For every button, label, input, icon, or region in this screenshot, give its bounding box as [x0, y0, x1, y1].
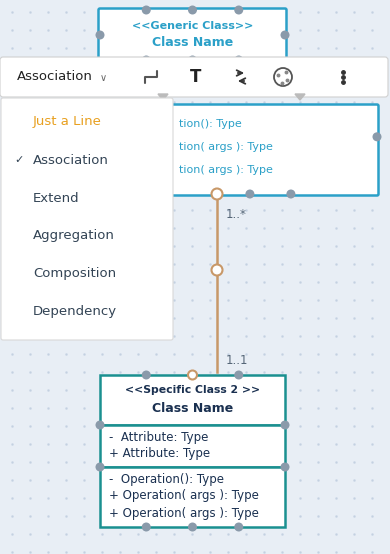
Text: <<Generic Class>>: <<Generic Class>>	[132, 21, 253, 31]
Circle shape	[188, 522, 197, 531]
Bar	[100, 375, 285, 425]
Text: tion(): Type: tion(): Type	[179, 119, 242, 129]
Text: tion( args ): Type: tion( args ): Type	[179, 165, 273, 175]
Text: T: T	[190, 68, 202, 86]
Text: Aggregation: Aggregation	[33, 229, 115, 243]
Text: -  Operation(): Type: - Operation(): Type	[109, 474, 224, 486]
Circle shape	[142, 55, 151, 64]
Text: 1..*: 1..*	[226, 208, 247, 220]
Text: 1..1: 1..1	[226, 353, 248, 367]
Circle shape	[188, 6, 197, 14]
Bar	[100, 467, 285, 527]
Text: Class Name: Class Name	[152, 403, 233, 416]
Text: <<Specific Class 2 >>: <<Specific Class 2 >>	[125, 385, 260, 395]
Circle shape	[96, 30, 105, 39]
Circle shape	[234, 522, 243, 531]
Text: + Operation( args ): Type: + Operation( args ): Type	[109, 506, 259, 520]
FancyBboxPatch shape	[1, 98, 173, 340]
Text: + Operation( args ): Type: + Operation( args ): Type	[109, 490, 259, 502]
Circle shape	[280, 463, 289, 471]
Text: + Attribute: Type: + Attribute: Type	[109, 447, 210, 459]
Text: Extend: Extend	[33, 192, 80, 204]
Circle shape	[286, 189, 295, 198]
Circle shape	[372, 132, 381, 141]
Circle shape	[211, 264, 223, 275]
FancyBboxPatch shape	[170, 105, 379, 196]
Circle shape	[188, 55, 197, 64]
Text: Composition: Composition	[33, 268, 116, 280]
Text: ✓: ✓	[14, 155, 24, 165]
Circle shape	[96, 463, 105, 471]
Circle shape	[188, 371, 197, 379]
Text: tion( args ): Type: tion( args ): Type	[179, 142, 273, 152]
Circle shape	[280, 30, 289, 39]
FancyBboxPatch shape	[99, 8, 287, 61]
Circle shape	[245, 189, 254, 198]
Text: Just a Line: Just a Line	[33, 115, 102, 129]
Text: Association: Association	[17, 70, 93, 84]
Bar	[100, 425, 285, 467]
Circle shape	[142, 371, 151, 379]
Polygon shape	[295, 94, 305, 100]
Circle shape	[142, 6, 151, 14]
Circle shape	[234, 55, 243, 64]
Circle shape	[142, 522, 151, 531]
Circle shape	[280, 420, 289, 429]
Text: Association: Association	[33, 153, 109, 167]
Circle shape	[96, 420, 105, 429]
Polygon shape	[158, 94, 168, 100]
Text: ∨: ∨	[100, 73, 107, 83]
Text: Class Name: Class Name	[152, 37, 233, 49]
Circle shape	[211, 188, 223, 199]
Text: Dependency: Dependency	[33, 305, 117, 319]
FancyBboxPatch shape	[0, 57, 388, 97]
Circle shape	[234, 371, 243, 379]
Text: -  Attribute: Type: - Attribute: Type	[109, 430, 208, 444]
Circle shape	[234, 6, 243, 14]
